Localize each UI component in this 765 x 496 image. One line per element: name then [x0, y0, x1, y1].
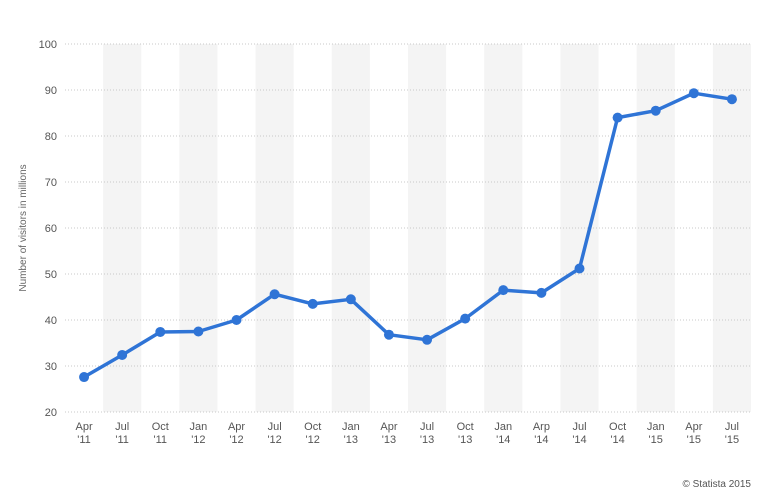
x-tick-label: Jul '13: [420, 421, 434, 446]
data-point: [460, 313, 471, 324]
y-tick-label: 60: [45, 223, 57, 235]
data-point: [269, 289, 280, 300]
x-tick-label: Oct '11: [152, 421, 169, 446]
x-tick-label: Apr '13: [380, 421, 397, 446]
x-tick-label: Jul '12: [267, 421, 281, 446]
x-axis-ticks: Apr '11 Jul '11 Oct '11 Jan '12 Apr '12 Jul '12 Oct '…: [75, 421, 739, 446]
y-tick-label: 70: [45, 177, 57, 189]
x-tick-label: Oct '13: [457, 421, 474, 446]
y-axis-ticks: 20 30 40 50 60 70 80 90 100: [39, 39, 57, 419]
x-tick-label: Jul '15: [725, 421, 739, 446]
y-tick-label: 40: [45, 315, 57, 327]
y-tick-label: 50: [45, 269, 57, 281]
x-tick-label: Jan '14: [494, 421, 512, 446]
x-tick-label: Oct '12: [304, 421, 321, 446]
data-point: [345, 294, 356, 305]
data-point: [688, 88, 699, 99]
x-tick-label: Jul '14: [572, 421, 586, 446]
x-tick-label: Oct '14: [609, 421, 626, 446]
y-tick-label: 90: [45, 85, 57, 97]
series-line: [82, 91, 734, 379]
x-tick-label: Jan '12: [190, 421, 208, 446]
y-tick-label: 80: [45, 131, 57, 143]
x-tick-label: Jul '11: [115, 421, 129, 446]
x-tick-label: Apr '15: [685, 421, 702, 446]
data-point: [231, 315, 242, 325]
x-tick-label: Apr '12: [228, 421, 245, 446]
gridlines: [65, 43, 751, 413]
data-point: [117, 349, 128, 360]
background-band: [408, 44, 447, 412]
data-point: [79, 372, 90, 383]
y-tick-label: 30: [45, 361, 57, 373]
data-point: [155, 326, 166, 337]
background-band: [636, 44, 675, 412]
data-point: [612, 112, 623, 123]
x-tick-label: Jan '13: [342, 421, 360, 446]
x-tick-label: Arp '14: [533, 421, 550, 446]
data-point: [498, 285, 509, 296]
data-point: [650, 105, 661, 116]
series-line-group: [82, 91, 734, 379]
source-credit: © Statista 2015: [682, 479, 751, 490]
data-point: [726, 94, 737, 105]
data-point: [574, 263, 585, 274]
y-tick-label: 100: [39, 39, 57, 51]
series-points-group: [79, 88, 737, 383]
data-point: [193, 326, 204, 337]
x-tick-label: Apr '11: [75, 421, 92, 446]
data-point: [383, 329, 394, 340]
data-point: [536, 287, 547, 298]
data-point: [422, 334, 433, 345]
data-point: [307, 298, 318, 309]
y-tick-label: 20: [45, 407, 57, 419]
y-axis-title: Number of visitors in millions: [18, 164, 29, 291]
x-tick-label: Jan '15: [647, 421, 665, 446]
